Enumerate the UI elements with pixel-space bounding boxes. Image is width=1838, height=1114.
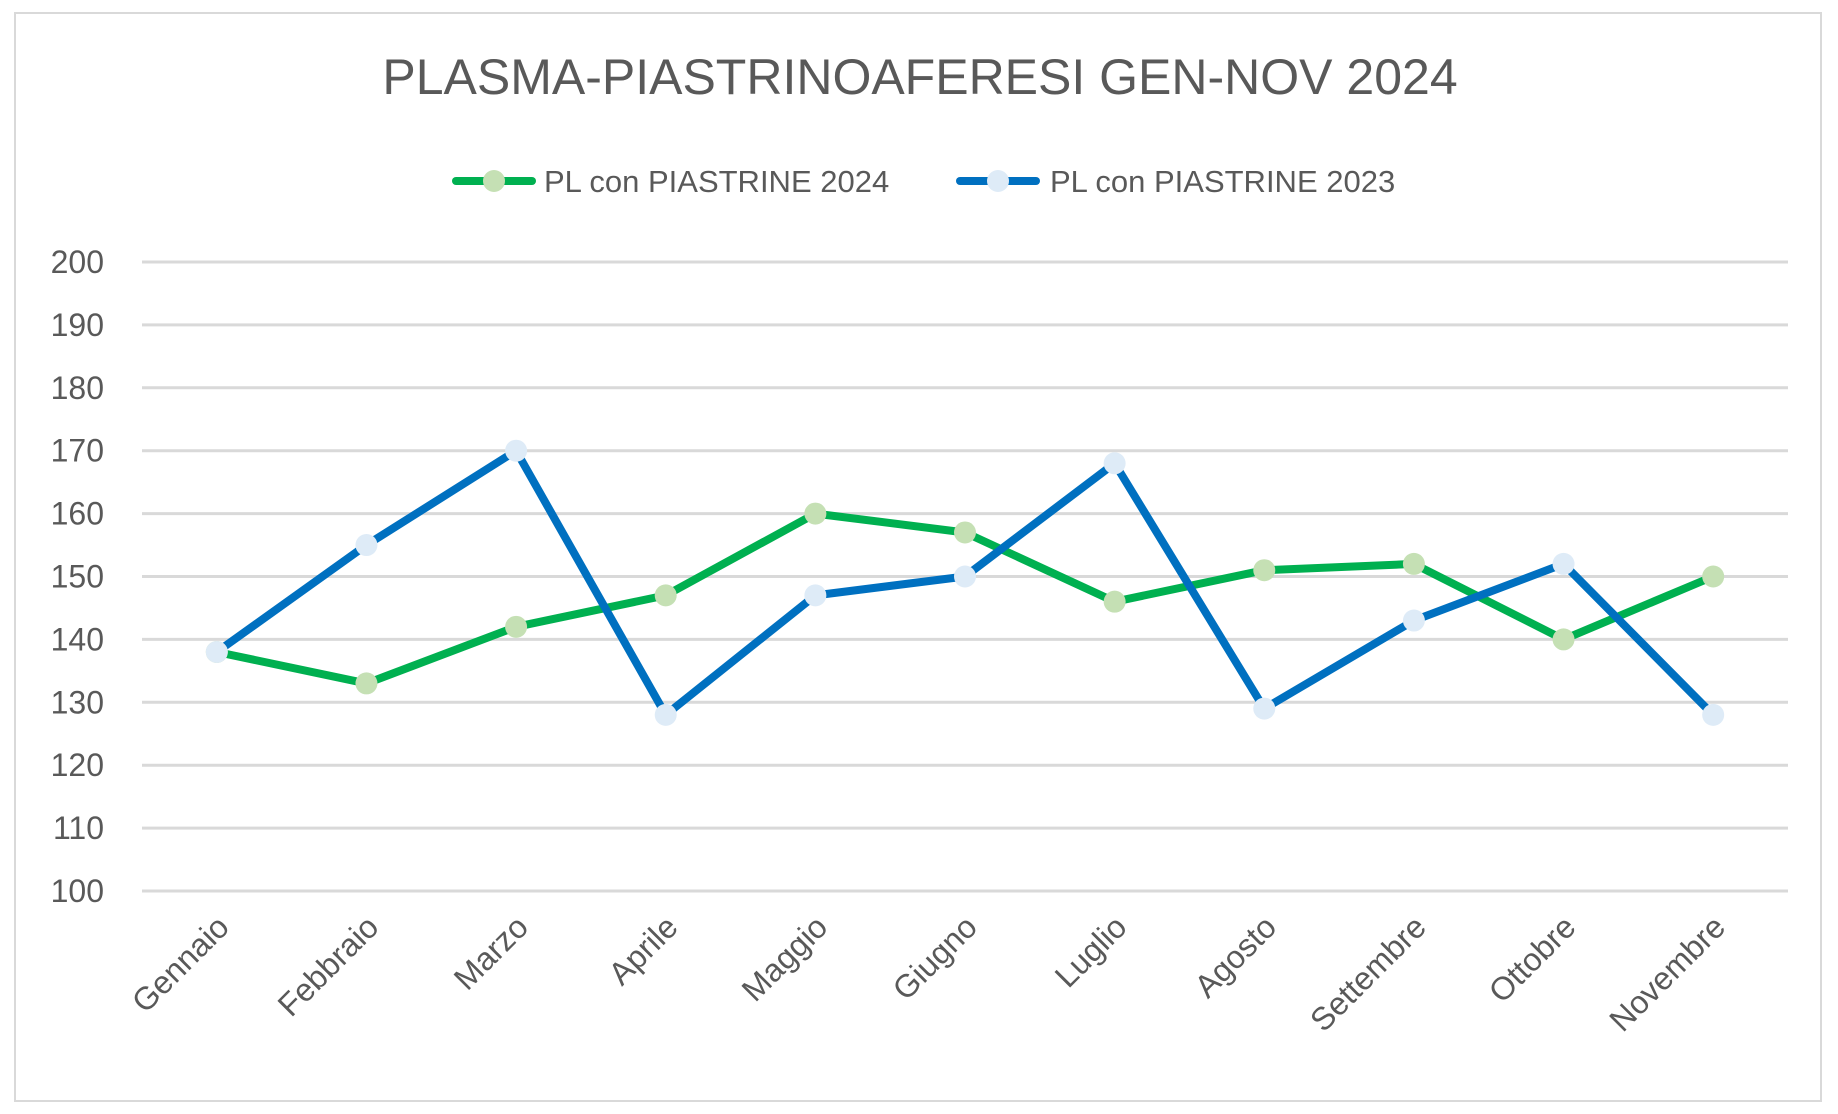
y-tick-label: 140 [51,621,104,657]
x-tick-label: Ottobre [1482,908,1583,1009]
series-0-point [1552,628,1575,651]
x-tick-label: Giugno [886,908,984,1006]
x-axis-ticks: Gennaio Febbraio Marzo Aprile Maggio Giugno Lu… [125,908,1732,1038]
y-tick-label: 200 [51,244,104,280]
series-1-point [1702,703,1725,726]
series-0-point [505,615,528,638]
series-markers [205,439,1725,726]
y-tick-label: 150 [51,559,104,595]
chart-title: PLASMA-PIASTRINOAFERESI GEN-NOV 2024 [382,49,1457,105]
x-tick-label: Settembre [1303,908,1433,1038]
x-tick-label: Febbraio [271,908,386,1023]
legend-label: PL con PIASTRINE 2024 [544,164,889,199]
series-0-point [355,672,378,695]
y-tick-label: 170 [51,433,104,469]
gridlines [142,260,1788,893]
series-1-point [654,703,677,726]
legend-marker-swatch [987,170,1009,192]
line-chart: PLASMA-PIASTRINOAFERESI GEN-NOV 2024 PL … [51,49,1788,1038]
series-1-point [205,640,228,663]
series-1-point [1402,609,1425,632]
x-tick-label: Luglio [1048,908,1134,994]
y-tick-label: 120 [51,747,104,783]
x-tick-label: Gennaio [125,908,236,1019]
legend-label: PL con PIASTRINE 2023 [1050,164,1395,199]
legend-item-0: PL con PIASTRINE 2024 [452,164,889,199]
series-1-point [804,584,827,607]
y-tick-label: 180 [51,370,104,406]
x-tick-label: Maggio [735,908,835,1008]
x-tick-label: Aprile [601,908,684,991]
y-tick-label: 100 [51,873,104,909]
series-0-point [804,502,827,525]
y-tick-label: 160 [51,496,104,532]
series-0-point [1702,565,1725,588]
legend-item-1: PL con PIASTRINE 2023 [956,164,1395,199]
chart-frame: PLASMA-PIASTRINOAFERESI GEN-NOV 2024 PL … [14,12,1822,1102]
series-1-point [1103,452,1126,475]
series-1-point [505,439,528,462]
legend: PL con PIASTRINE 2024 PL con PIASTRINE 20… [452,164,1395,199]
series-1-point [355,534,378,557]
series-0-point [1402,552,1425,575]
series-1-point [1552,552,1575,575]
series-1-point [954,565,976,588]
y-tick-label: 130 [51,684,104,720]
legend-marker-swatch [483,170,505,192]
series-0-point [1103,590,1126,613]
series-1-point [1253,697,1276,720]
x-tick-label: Novembre [1602,908,1732,1038]
y-axis-ticks: 200 190 180 170 160 150 140 130 120 110 100 [51,244,104,909]
x-tick-label: Marzo [447,908,535,996]
y-tick-label: 110 [53,810,104,846]
x-tick-label: Agosto [1187,908,1283,1004]
series-0-point [954,521,976,544]
series-0-point [654,584,677,607]
series-0-point [1253,559,1276,582]
y-tick-label: 190 [51,307,104,343]
